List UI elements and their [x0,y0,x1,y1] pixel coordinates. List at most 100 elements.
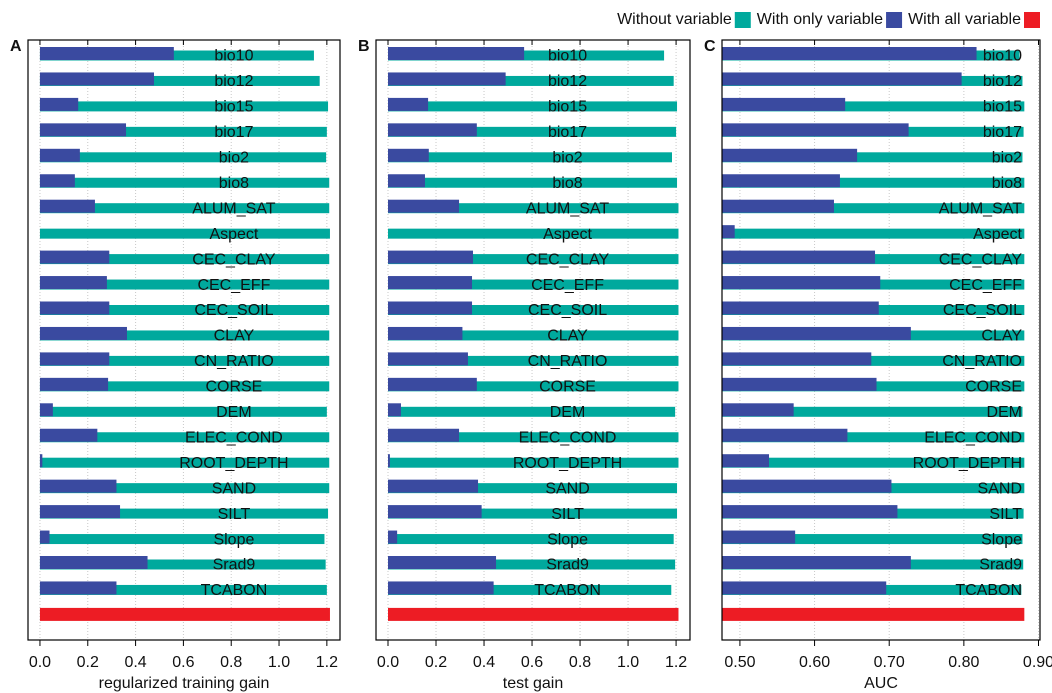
x-tick-label: 1.0 [268,654,290,671]
category-label: CEC_SOIL [194,302,273,319]
category-label: Srad9 [213,557,256,574]
bar [388,607,679,621]
bar [388,203,679,214]
category-label: TCABON [201,582,268,599]
bar [388,126,677,137]
plot-frame [375,39,691,641]
bar [39,199,95,213]
bar [722,174,840,188]
bar [722,432,1025,443]
bar [39,457,330,468]
x-tick-label: 0.4 [124,654,146,671]
bar [39,377,109,391]
category-label: ALUM_SAT [192,200,276,217]
category-label: ROOT_DEPTH [913,455,1022,472]
bar [388,330,679,341]
plot-frame [27,39,341,641]
bar [388,250,473,264]
bar [388,584,672,595]
bar [388,457,679,468]
category-label: ROOT_DEPTH [513,455,622,472]
legend-label: With only variable [757,11,883,28]
bar [388,559,676,570]
bar [388,483,678,494]
category-label: ELEC_COND [519,429,617,446]
x-tick-label: 0.50 [724,654,755,671]
category-label: SAND [545,480,589,497]
category-label: CEC_CLAY [192,251,276,268]
bar [722,556,911,569]
bar [39,203,330,214]
bar [39,483,330,494]
legend-swatch [886,12,903,28]
bar [388,581,494,595]
category-label: Aspect [543,226,592,243]
bar [39,556,148,569]
category-label: CORSE [965,379,1022,396]
bar [39,326,127,340]
bar [388,101,678,112]
bar [39,50,314,61]
bar [722,403,794,417]
category-label: CEC_SOIL [528,302,607,319]
x-tick-label: 0.6 [521,654,543,671]
bar [722,301,879,315]
bar [39,101,329,112]
category-label: Slope [981,531,1022,548]
category-label: CEC_CLAY [526,251,610,268]
category-label: Aspect [973,226,1022,243]
bar [388,254,679,265]
bar [39,403,53,417]
category-label: CORSE [539,379,596,396]
bar [722,228,1025,239]
category-label: bio15 [214,99,253,116]
bar [39,301,110,315]
bar [388,326,463,340]
bar [722,505,898,519]
category-label: bio17 [214,124,253,141]
category-label: Slope [547,531,588,548]
bar [388,174,425,188]
bar [388,505,482,519]
legend-label: With all variable [908,11,1021,28]
category-label: bio17 [983,124,1022,141]
bar [722,47,977,60]
bar [388,301,473,315]
bar [388,377,477,391]
bar [722,123,909,137]
category-label: bio10 [983,48,1022,65]
category-label: TCABON [955,582,1022,599]
bar [722,199,834,213]
bar [388,279,679,290]
category-label: bio15 [548,99,587,116]
bar [388,75,674,86]
category-label: SILT [551,506,584,523]
x-tick-label: 0.2 [425,654,447,671]
bar [722,352,872,366]
bar [722,457,1025,468]
category-label: SILT [989,506,1022,523]
category-label: Slope [213,531,254,548]
legend-swatch [1024,12,1040,28]
bar [39,97,79,111]
bar [722,428,848,442]
bar [39,559,326,570]
panel-label: C [704,38,716,55]
bar [388,97,429,111]
bar [39,607,330,621]
category-label: bio8 [219,175,249,192]
category-label: CEC_EFF [531,277,604,294]
bar [388,381,679,392]
bar [39,381,330,392]
bar [722,177,1025,188]
category-label: CN_RATIO [942,353,1022,370]
bar [388,199,460,213]
bar [39,305,330,315]
category-label: CEC_CLAY [939,251,1023,268]
bar [39,123,127,137]
category-label: bio10 [548,48,587,65]
x-tick-label: 1.2 [316,654,338,671]
bar [388,228,679,239]
x-tick-label: 0.0 [377,654,399,671]
